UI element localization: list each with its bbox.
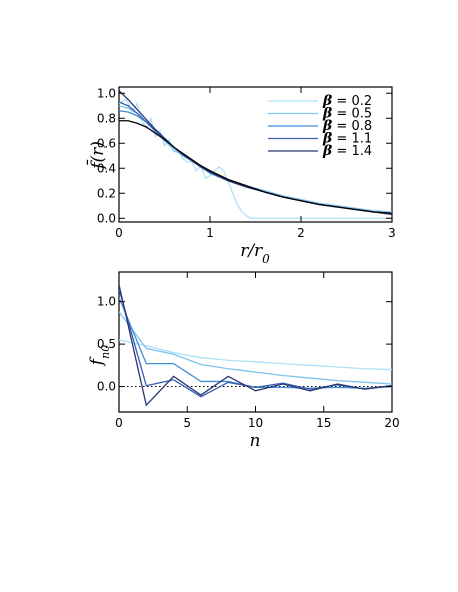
bottom-series-line-2 [119,297,392,389]
bottom-y-tick-label: 1.0 [97,295,116,309]
legend-label: β = 0.8 [322,118,372,134]
bottom-y-tick-label: 0.0 [97,380,116,394]
top-y-tick-label: 0.6 [97,136,116,150]
bottom-series-line-3 [119,288,392,398]
legend-label: β = 0.2 [322,93,372,109]
legend: β = 0.2β = 0.5β = 0.8β = 1.1β = 1.4 [268,93,372,159]
top-plot-frame [118,86,393,223]
top-y-tick-label: 0.4 [97,161,116,175]
legend-label: β = 1.4 [322,143,372,159]
legend-label: β = 0.5 [322,106,372,122]
bottom-y-tick-label: 0.5 [97,337,116,351]
top-x-tick-label: 3 [388,226,396,240]
top-x-axis-title: r/r0 [240,241,270,266]
top-y-axis-title: f̄(r) [85,141,108,171]
top-y-tick-label: 0.0 [97,211,116,225]
top-y-tick-label: 0.2 [97,186,116,200]
legend-label: β = 1.1 [322,131,372,147]
bottom-series-line-0 [119,339,392,371]
top-y-tick-label: 0.8 [97,111,116,125]
bottom-x-tick-label: 15 [316,416,331,430]
bottom-x-tick-label: 10 [248,416,263,430]
bottom-x-axis-title: n [250,431,261,451]
top-y-tick-label: 1.0 [97,86,116,100]
bottom-series-line-1 [119,311,392,385]
top-x-tick-label: 1 [206,226,214,240]
top-x-tick-label: 2 [297,226,305,240]
bottom-x-tick-label: 0 [115,416,123,430]
top-x-tick-label: 0 [115,226,123,240]
top-series-line-5 [119,120,392,214]
bottom-x-tick-label: 5 [183,416,191,430]
bottom-series-line-4 [119,284,392,407]
bottom-x-tick-label: 20 [384,416,399,430]
top-series-line-0 [119,98,392,219]
bottom-y-axis-title: fn0 [87,345,112,367]
